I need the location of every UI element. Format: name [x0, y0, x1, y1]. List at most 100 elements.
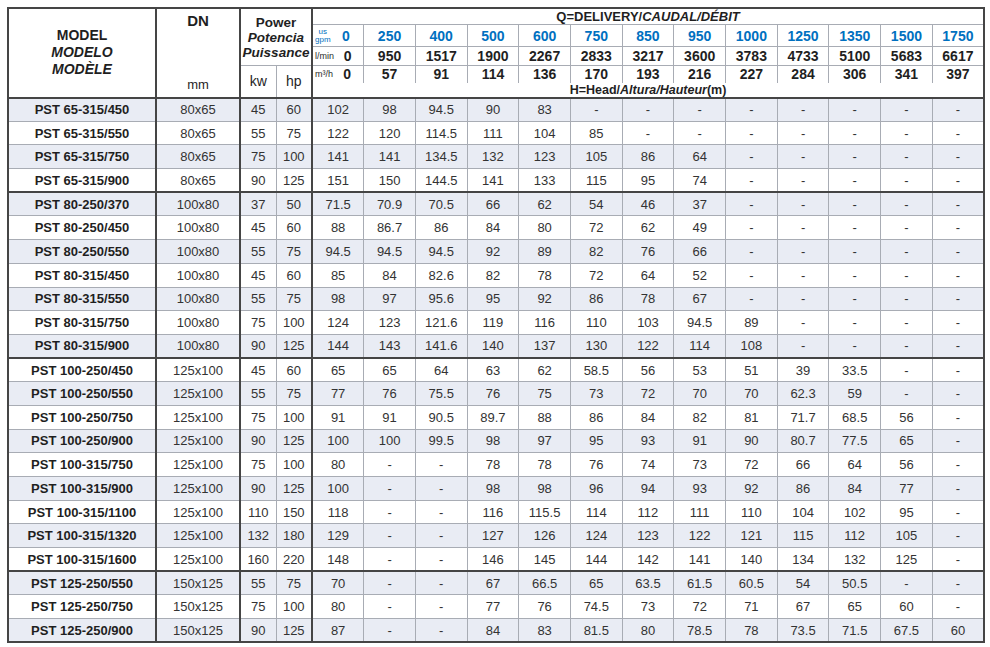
head-value-cell: 70.9	[364, 192, 416, 216]
table-row: PST 100-315/750125x1007510080--787876747…	[8, 453, 984, 477]
head-value-cell: -	[726, 263, 778, 287]
head-value-cell: 89.7	[467, 405, 519, 429]
model-cell: PST 80-250/450	[8, 216, 156, 240]
head-value-cell: -	[932, 429, 984, 453]
gpm-value: 1000	[726, 25, 778, 47]
head-value-cell: 73	[570, 382, 622, 406]
us-gpm-unit-label: usgpm	[315, 28, 331, 44]
dn-cell: 80x65	[156, 169, 240, 193]
head-value-cell: -	[364, 524, 416, 548]
head-value-cell: 87	[312, 619, 364, 643]
head-value-cell: 78	[519, 453, 571, 477]
head-value-cell: -	[881, 145, 933, 169]
head-value-cell: -	[829, 287, 881, 311]
kw-cell: 37	[240, 192, 276, 216]
dn-cell: 100x80	[156, 287, 240, 311]
head-value-cell: 73	[674, 453, 726, 477]
gpm-value-0: 0	[331, 28, 362, 44]
model-cell: PST 125-250/550	[8, 571, 156, 595]
dn-cell: 80x65	[156, 121, 240, 145]
head-value-cell: 98	[467, 477, 519, 501]
table-row: PST 80-315/900100x8090125144143141.61401…	[8, 334, 984, 358]
model-cell: PST 65-315/750	[8, 145, 156, 169]
head-value-cell: -	[881, 263, 933, 287]
head-value-cell: -	[881, 287, 933, 311]
kw-cell: 75	[240, 595, 276, 619]
model-cell: PST 65-315/900	[8, 169, 156, 193]
head-value-cell: 125	[881, 548, 933, 572]
head-value-cell: 91	[674, 429, 726, 453]
table-row: PST 125-250/550150x125557570--6766.56563…	[8, 571, 984, 595]
table-header: MODEL MODELO MODÈLE DN mm Power Potencia…	[8, 8, 984, 98]
head-value-cell: 70	[312, 571, 364, 595]
head-value-cell: 78	[622, 287, 674, 311]
model-label: MODEL	[9, 27, 155, 44]
lmin-value: 3783	[726, 47, 778, 66]
head-value-cell: -	[932, 405, 984, 429]
head-value-cell: 65	[312, 358, 364, 382]
m3h-value: 216	[674, 66, 726, 83]
dn-cell: 150x125	[156, 619, 240, 643]
head-value-cell: -	[881, 334, 933, 358]
head-value-cell: 137	[519, 334, 571, 358]
head-value-cell: -	[415, 595, 467, 619]
head-value-cell: -	[777, 121, 829, 145]
kw-cell: 45	[240, 263, 276, 287]
head-value-cell: -	[829, 169, 881, 193]
head-value-cell: 121	[726, 524, 778, 548]
head-value-cell: 76	[467, 382, 519, 406]
gpm-value: 1350	[829, 25, 881, 47]
dn-cell: 125x100	[156, 548, 240, 572]
head-value-cell: 72	[570, 216, 622, 240]
head-value-cell: 90	[726, 429, 778, 453]
head-value-cell: -	[881, 216, 933, 240]
head-value-cell: 133	[519, 169, 571, 193]
table-row: PST 100-315/1100125x100110150118--116115…	[8, 500, 984, 524]
head-value-cell: 83	[519, 98, 571, 122]
head-value-cell: 116	[519, 311, 571, 335]
head-value-cell: 60.5	[726, 571, 778, 595]
head-value-cell: 120	[364, 121, 416, 145]
head-value-cell: 56	[622, 358, 674, 382]
hp-cell: 100	[276, 595, 312, 619]
head-value-cell: 50.5	[829, 571, 881, 595]
table-row: PST 100-250/750125x10075100919190.589.78…	[8, 405, 984, 429]
dn-cell: 80x65	[156, 145, 240, 169]
hp-cell: 60	[276, 358, 312, 382]
model-cell: PST 100-315/1100	[8, 500, 156, 524]
head-value-cell: -	[777, 192, 829, 216]
head-value-cell: 84	[467, 216, 519, 240]
head-value-cell: -	[932, 453, 984, 477]
model-cell: PST 100-250/550	[8, 382, 156, 406]
head-value-cell: 80	[312, 595, 364, 619]
head-value-cell: -	[726, 192, 778, 216]
head-value-cell: 92	[519, 287, 571, 311]
head-value-cell: -	[674, 121, 726, 145]
model-cell: PST 80-315/450	[8, 263, 156, 287]
head-value-cell: 142	[622, 548, 674, 572]
hp-header: hp	[276, 66, 312, 98]
head-value-cell: 126	[519, 524, 571, 548]
head-value-cell: 104	[777, 500, 829, 524]
head-value-cell: -	[777, 263, 829, 287]
kw-cell: 90	[240, 169, 276, 193]
head-value-cell: 89	[726, 311, 778, 335]
head-value-cell: 67	[777, 595, 829, 619]
gpm-first-cell: usgpm0	[312, 25, 364, 47]
table-row: PST 65-315/75080x6575100141141134.513212…	[8, 145, 984, 169]
head-value-cell: -	[570, 98, 622, 122]
head-value-cell: 71	[726, 595, 778, 619]
table-row: PST 80-315/450100x804560858482.682787264…	[8, 263, 984, 287]
gpm-value: 1250	[777, 25, 829, 47]
head-value-cell: 86.7	[364, 216, 416, 240]
head-value-cell: 123	[519, 145, 571, 169]
gpm-unit-wrap: usgpm0	[313, 28, 363, 44]
head-value-cell: 66	[777, 453, 829, 477]
model-cell: PST 80-250/550	[8, 240, 156, 264]
lmin-unit-label: l/min	[315, 51, 334, 61]
dn-cell: 125x100	[156, 405, 240, 429]
table-row: PST 100-250/900125x1009012510010099.5989…	[8, 429, 984, 453]
dn-column-header: DN mm	[156, 8, 240, 98]
head-value-cell: 144.5	[415, 169, 467, 193]
head-value-cell: 76	[519, 595, 571, 619]
